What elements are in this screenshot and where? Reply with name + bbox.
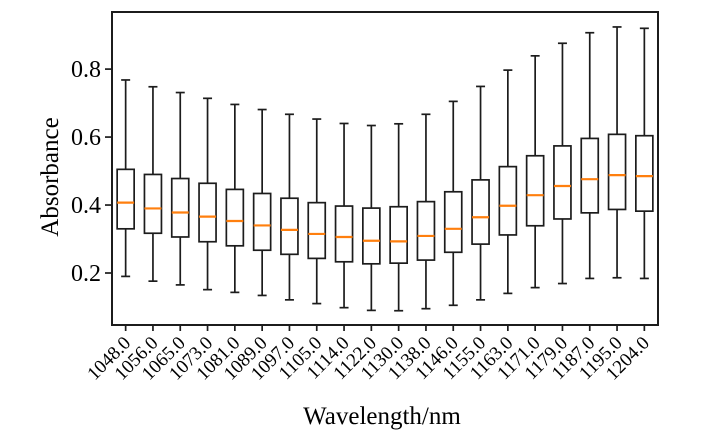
- iqr-box: [307, 201, 327, 260]
- iqr-box: [471, 179, 490, 245]
- iqr-box: [116, 168, 136, 230]
- box-1122.0: [362, 124, 381, 312]
- iqr-box: [280, 197, 299, 256]
- y-tick-label: 0.2: [71, 261, 101, 287]
- iqr-box: [362, 207, 381, 265]
- box-1179.0: [553, 42, 572, 285]
- iqr-box: [634, 134, 654, 213]
- box-1138.0: [416, 113, 436, 310]
- box-1097.0: [280, 113, 299, 301]
- iqr-box: [607, 133, 627, 211]
- box-1073.0: [198, 97, 217, 291]
- iqr-box: [143, 173, 163, 235]
- y-axis-title: Absorbance: [37, 117, 64, 236]
- box-1146.0: [443, 100, 463, 307]
- x-axis-title: Wavelength/nm: [303, 403, 461, 430]
- plot-frame: [111, 11, 659, 326]
- box-1130.0: [389, 122, 408, 312]
- iqr-box: [252, 192, 272, 252]
- box-1195.0: [607, 26, 627, 279]
- box-1105.0: [307, 118, 327, 305]
- box-1171.0: [525, 54, 545, 289]
- box-1187.0: [580, 31, 600, 280]
- iqr-box: [170, 177, 190, 238]
- plot-area: 0.20.40.60.81048.01056.01065.01073.01081…: [71, 11, 659, 384]
- iqr-box: [334, 205, 354, 263]
- box-1056.0: [143, 85, 163, 283]
- iqr-box: [580, 137, 600, 214]
- box-1114.0: [334, 122, 354, 309]
- iqr-box: [416, 200, 436, 261]
- box-1081.0: [225, 103, 245, 294]
- y-tick-label: 0.4: [71, 193, 101, 219]
- box-1163.0: [498, 69, 518, 295]
- y-tick-label: 0.8: [71, 57, 101, 83]
- box-1204.0: [634, 27, 654, 280]
- box-1155.0: [471, 85, 490, 301]
- iqr-box: [198, 182, 217, 243]
- iqr-box: [225, 188, 245, 247]
- box-1089.0: [252, 108, 272, 297]
- box-1065.0: [170, 91, 190, 286]
- y-tick-label: 0.6: [71, 125, 101, 151]
- iqr-box: [498, 165, 518, 236]
- iqr-box: [389, 205, 408, 264]
- iqr-box: [525, 154, 545, 227]
- box-1048.0: [116, 79, 136, 278]
- iqr-box: [553, 145, 572, 220]
- iqr-box: [443, 190, 463, 254]
